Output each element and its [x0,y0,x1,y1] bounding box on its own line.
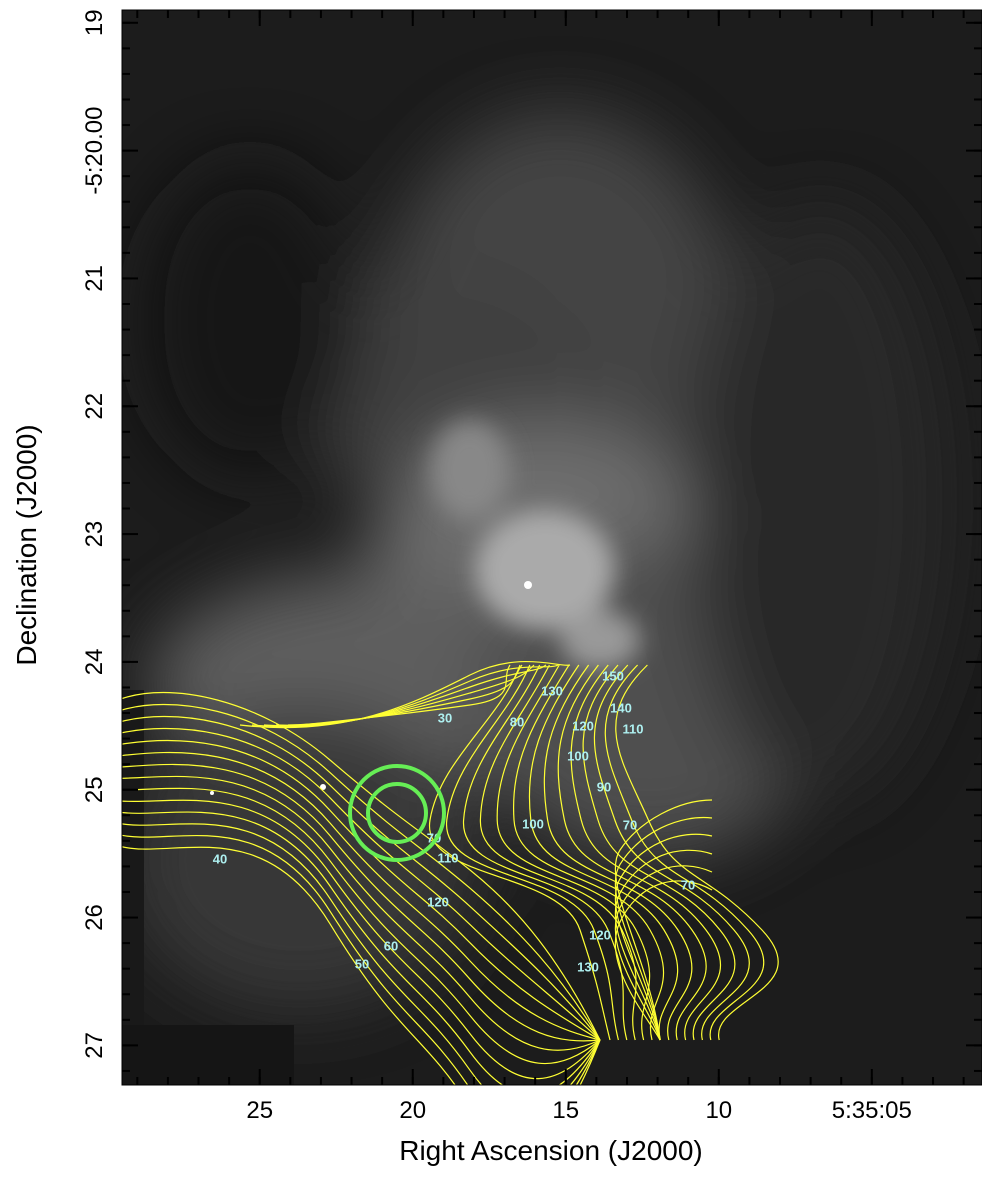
contour-line [429,664,611,1041]
y-tick-label: 21 [81,265,108,292]
contour-line [479,664,637,1041]
contour-label: 110 [623,721,644,736]
contour-line [122,739,601,1041]
contour-label: 100 [567,748,589,763]
y-axis-label: Declination (J2000) [11,424,42,665]
contour-line [122,751,601,1041]
contour-label: 150 [602,668,624,683]
contour-line [122,834,601,1085]
sky-image [122,10,982,1085]
y-tick-label: 23 [81,521,108,548]
axes [121,9,982,1086]
plot-frame [121,9,982,1086]
contour-label: 60 [384,938,398,953]
contour-line [604,664,765,1041]
contour-label: 40 [213,851,227,866]
contour-line [122,727,601,1041]
contour-label: 30 [438,710,452,725]
region-circle [348,764,446,862]
contour-line [615,664,779,1041]
contour-line [496,664,651,1041]
contour-label: 50 [355,956,369,971]
contour-label: 100 [522,816,544,831]
contour-line [614,833,713,1041]
y-tick-label: 25 [81,776,108,803]
contour-label: 130 [541,683,563,698]
contour-line [122,845,601,1085]
contour-label: 70 [623,817,637,832]
contour-line [122,799,601,1080]
contour-line [122,787,601,1065]
contour-label: 110 [438,850,459,865]
contour-label: 120 [572,718,594,733]
contour-line [614,880,713,1041]
contour-line [593,664,750,1041]
contour-label: 120 [427,894,449,909]
x-tick-label: 15 [552,1097,579,1124]
x-tick-label: 25 [246,1097,273,1124]
contour-line [462,664,628,1041]
contour-label: 80 [510,714,524,729]
contour-line [122,775,601,1051]
contour-line [614,799,713,1041]
y-tick-label: 19 [81,9,108,36]
x-axis-label: Right Ascension (J2000) [399,1135,703,1166]
contour-line [122,703,601,1041]
contour-label: 130 [577,959,599,974]
contour-line [122,691,601,1041]
region-circle [366,782,428,844]
x-tick-label: 20 [399,1097,426,1124]
contour-label: 140 [610,700,632,715]
contour-line [543,664,693,1041]
contour-line [122,823,601,1085]
y-tick-label: 22 [81,393,108,420]
contour-line [614,816,713,1041]
contour-line [614,865,713,1041]
contour-line [122,715,601,1041]
y-tick-label: -5:20.00 [81,107,108,195]
y-tick-label: 26 [81,904,108,931]
y-tick-label: 24 [81,649,108,676]
contour-line [122,811,601,1085]
contour-label: 120 [589,927,611,942]
contour-line [122,763,601,1042]
contour-line [528,664,679,1041]
y-tick-label: 27 [81,1032,108,1059]
contour-label: 70 [681,877,695,892]
contour-line [239,660,571,729]
contour-line [512,664,665,1041]
contour-line [446,664,619,1041]
x-tick-label: 5:35:05 [832,1097,912,1124]
x-tick-label: 10 [705,1097,732,1124]
contour-line [614,849,713,1041]
contours [122,660,779,1085]
contour-label: 90 [597,779,611,794]
contour-line [582,664,736,1041]
contour-line [557,664,707,1041]
